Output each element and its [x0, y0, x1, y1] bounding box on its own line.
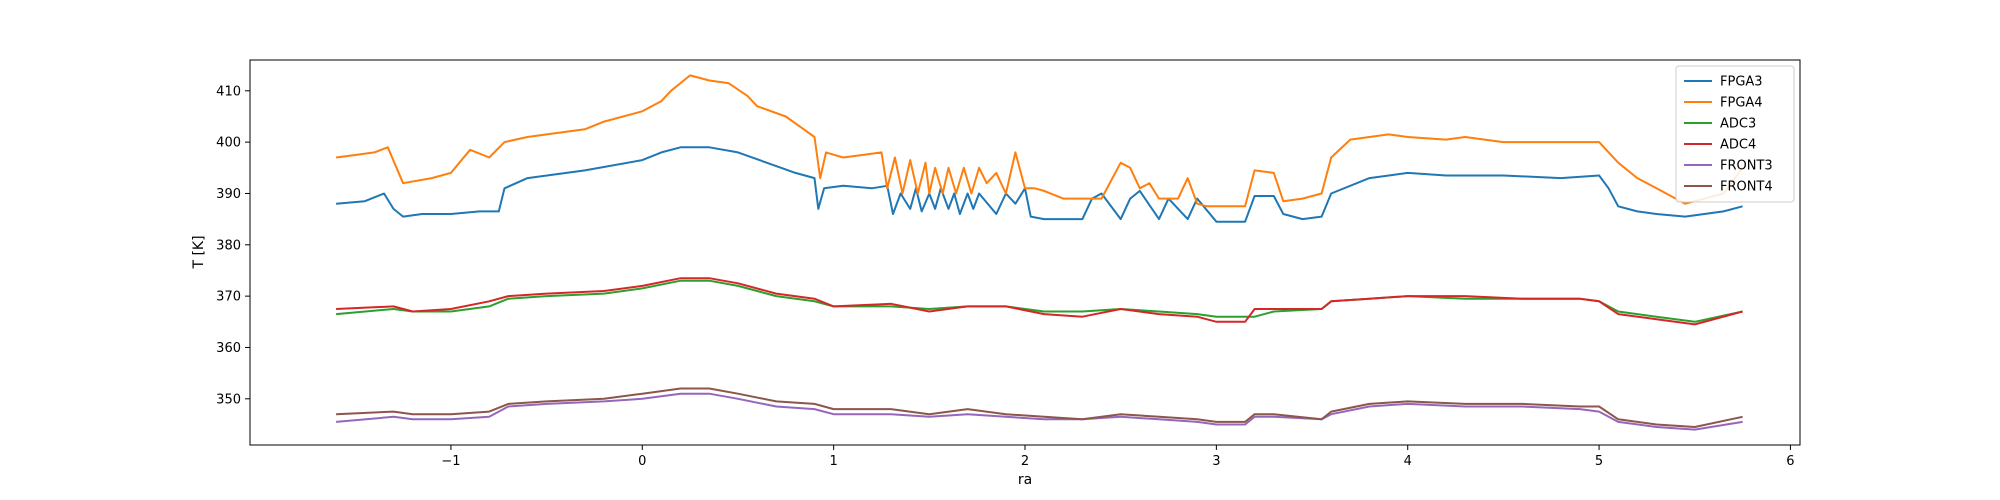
series-line-fpga4 [335, 74, 1744, 208]
x-axis-label: ra [1018, 472, 1032, 488]
x-tick-label: 5 [1595, 454, 1603, 469]
legend: FPGA3 FPGA4 ADC3 ADC4 FRONT3 FRONT4 [1675, 65, 1795, 203]
y-tick-label: 410 [216, 84, 241, 99]
x-tick-label: 3 [1212, 454, 1220, 469]
legend-label-fpga4: FPGA4 [1720, 96, 1763, 111]
legend-label-adc4: ADC4 [1720, 138, 1756, 153]
series-line-front3 [336, 392, 1743, 431]
y-axis-label: T [K] [191, 235, 207, 269]
y-tick-label: 380 [216, 238, 241, 253]
x-tick-label: 0 [638, 454, 646, 469]
y-axis: 350 360 370 380 390 400 410 [216, 84, 250, 407]
series-line-adc4 [336, 277, 1743, 326]
series-line-fpga3 [336, 146, 1743, 223]
y-tick-label: 390 [216, 187, 241, 202]
y-tick-label: 360 [216, 341, 241, 356]
x-tick-label: 1 [830, 454, 838, 469]
legend-label-front4: FRONT4 [1720, 180, 1773, 195]
series-line-front4 [336, 387, 1743, 428]
x-axis: −1 0 1 2 3 4 5 6 [441, 445, 1795, 469]
y-tick-label: 350 [216, 392, 241, 407]
legend-box [1675, 65, 1795, 203]
y-tick-label: 400 [216, 136, 241, 151]
x-tick-label: −1 [441, 454, 460, 469]
legend-label-fpga3: FPGA3 [1720, 75, 1763, 90]
x-tick-label: 6 [1786, 454, 1794, 469]
x-tick-label: 2 [1021, 454, 1029, 469]
y-tick-label: 370 [216, 290, 241, 305]
series-layer [335, 74, 1744, 431]
legend-label-front3: FRONT3 [1720, 159, 1773, 174]
x-tick-label: 4 [1404, 454, 1412, 469]
legend-label-adc3: ADC3 [1720, 117, 1756, 132]
